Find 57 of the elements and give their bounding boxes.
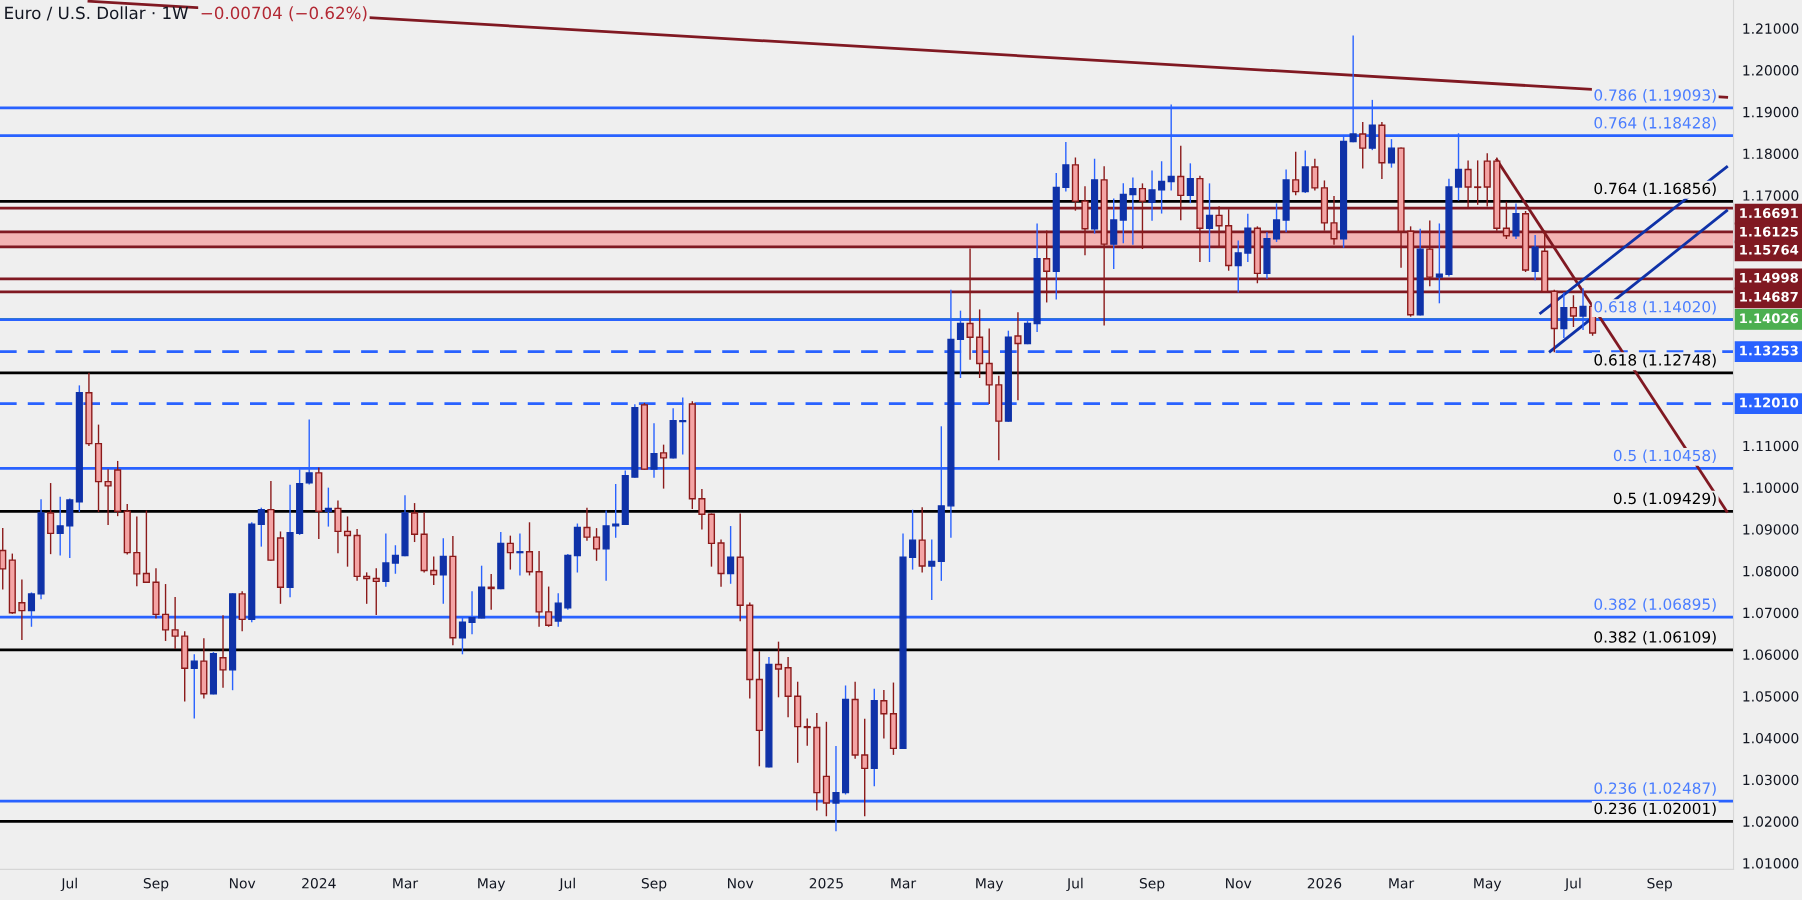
x-tick-label: Jul	[1066, 877, 1083, 892]
y-tick-label: 1.11000	[1743, 440, 1799, 452]
chart-subtitle: −0.00704 (−0.62%)	[201, 6, 367, 22]
x-tick-label: May	[1474, 878, 1502, 892]
x-tick-label: 2026	[1307, 877, 1342, 889]
x-tick-label: Mar	[891, 878, 917, 889]
annotation: 0.618 (1.14020)	[1594, 300, 1716, 315]
y-tick-label: 1.06000	[1743, 649, 1799, 660]
y-tick-label: 1.10000	[1743, 482, 1799, 493]
y-tick-label: 1.17000	[1743, 190, 1799, 201]
x-tick-label: Nov	[1226, 878, 1252, 889]
y-tick-label: 1.20000	[1743, 65, 1799, 76]
ref-line-label: 1.14998	[1740, 272, 1798, 283]
ref-line-label: 1.14026	[1740, 313, 1799, 324]
x-tick-label: Sep	[641, 877, 667, 892]
x-tick-label: May	[478, 878, 506, 892]
ref-line-label: 1.14687	[1740, 291, 1798, 302]
x-tick-label: Jul	[1564, 877, 1581, 892]
y-tick-label: 1.19000	[1743, 106, 1799, 118]
annotation: 0.236 (1.02487)	[1594, 782, 1716, 796]
annotation: 0.5 (1.10458)	[1613, 449, 1716, 464]
x-tick-label: 2025	[809, 877, 843, 889]
annotation: 0.764 (1.16856)	[1594, 182, 1716, 197]
x-tick-label: Nov	[728, 878, 754, 889]
y-tick-label: 1.03000	[1743, 774, 1799, 786]
y-tick-label: 1.18000	[1743, 148, 1799, 160]
y-tick-label: 1.04000	[1743, 732, 1799, 744]
x-tick-label: Sep	[143, 877, 169, 892]
chart-title: Euro / U.S. Dollar · 1W	[5, 6, 189, 21]
y-tick-label: 1.08000	[1743, 565, 1799, 577]
annotation: 0.382 (1.06109)	[1594, 630, 1716, 645]
y-tick-label: 1.21000	[1743, 23, 1799, 34]
ref-line-label: 1.12010	[1740, 397, 1799, 408]
y-tick-label: 1.01000	[1743, 858, 1799, 869]
ref-line-label: 1.13253	[1740, 345, 1798, 356]
x-tick-label: Sep	[1139, 877, 1165, 892]
y-tick-label: 1.09000	[1743, 524, 1799, 535]
x-tick-label: Mar	[393, 878, 419, 889]
y-tick-label: 1.05000	[1743, 691, 1799, 702]
y-tick-label: 1.02000	[1743, 816, 1799, 827]
annotation: 0.236 (1.02001)	[1594, 802, 1716, 817]
ref-line-label: 1.15764	[1740, 244, 1799, 255]
x-tick-label: Sep	[1647, 877, 1672, 892]
y-tick-label: 1.07000	[1743, 607, 1799, 619]
annotation: 0.764 (1.18428)	[1594, 116, 1716, 131]
annotation: 0.5 (1.09429)	[1613, 492, 1716, 506]
ref-line-label: 1.16125	[1740, 226, 1798, 237]
x-tick-label: 2024	[302, 877, 336, 889]
annotation: 0.618 (1.12748)	[1594, 353, 1716, 368]
x-tick-label: Nov	[229, 878, 256, 889]
x-tick-label: May	[976, 878, 1004, 892]
annotation: 0.786 (1.19093)	[1594, 89, 1716, 103]
x-tick-label: Mar	[1389, 878, 1415, 889]
ref-line-label: 1.16691	[1740, 208, 1798, 219]
x-tick-label: Jul	[60, 877, 77, 892]
x-tick-label: Jul	[558, 877, 575, 892]
annotation: 0.382 (1.06895)	[1594, 598, 1716, 612]
